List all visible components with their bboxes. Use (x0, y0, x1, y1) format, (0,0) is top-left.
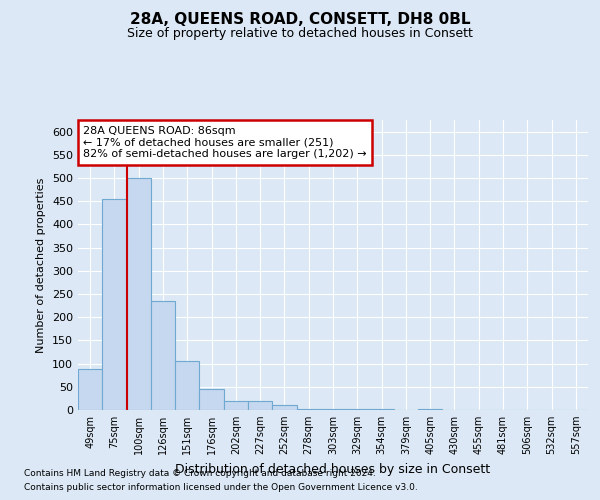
Text: Contains public sector information licensed under the Open Government Licence v3: Contains public sector information licen… (24, 484, 418, 492)
Bar (272, 406, 296, 410)
Bar (370, 408, 394, 410)
Bar (199, 389, 224, 410)
Bar (78, 369, 102, 410)
Bar (151, 301, 175, 410)
Bar (127, 178, 151, 410)
Bar (345, 408, 370, 410)
Bar (248, 400, 272, 410)
Text: Contains HM Land Registry data © Crown copyright and database right 2024.: Contains HM Land Registry data © Crown c… (24, 468, 376, 477)
Y-axis label: Number of detached properties: Number of detached properties (37, 178, 46, 352)
Text: 28A, QUEENS ROAD, CONSETT, DH8 0BL: 28A, QUEENS ROAD, CONSETT, DH8 0BL (130, 12, 470, 28)
X-axis label: Distribution of detached houses by size in Consett: Distribution of detached houses by size … (175, 462, 491, 475)
Bar (418, 408, 442, 410)
Bar (102, 199, 127, 410)
Text: Size of property relative to detached houses in Consett: Size of property relative to detached ho… (127, 28, 473, 40)
Bar (175, 362, 199, 410)
Bar (224, 400, 248, 410)
Bar (321, 408, 345, 410)
Bar (296, 408, 321, 410)
Text: 28A QUEENS ROAD: 86sqm
← 17% of detached houses are smaller (251)
82% of semi-de: 28A QUEENS ROAD: 86sqm ← 17% of detached… (83, 126, 367, 159)
